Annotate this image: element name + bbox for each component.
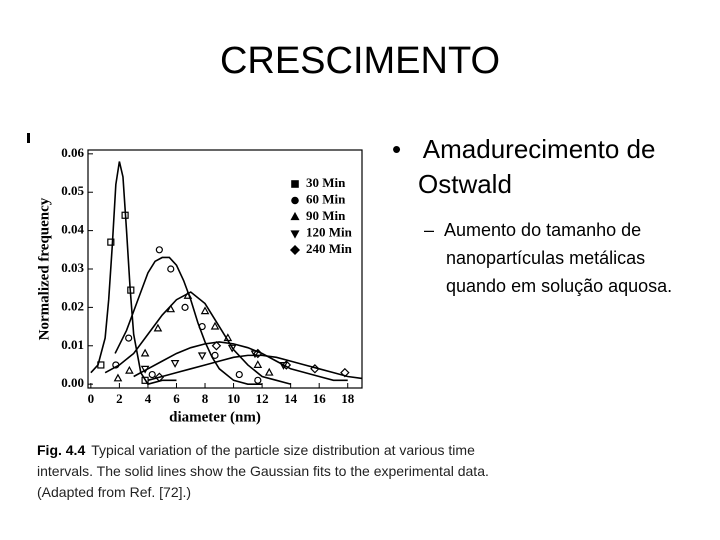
fit-line [147, 354, 363, 382]
x-tick-label: 2 [116, 391, 123, 406]
legend-marker [290, 211, 300, 221]
x-tick-label: 0 [88, 391, 95, 406]
data-point [166, 304, 176, 313]
legend-marker [291, 180, 299, 188]
y-tick-label: 0.00 [61, 375, 84, 390]
data-point [310, 364, 320, 374]
data-point [235, 370, 243, 379]
data-point [254, 376, 262, 384]
data-point [140, 365, 150, 374]
bullet-text: Amadurecimento de Ostwald [418, 134, 656, 199]
data-point [340, 367, 350, 378]
data-point [127, 286, 135, 294]
fit-line [114, 256, 263, 385]
data-point [281, 360, 292, 370]
data-point [211, 351, 219, 359]
legend-label: 30 Min [306, 175, 346, 190]
data-point [121, 211, 129, 219]
fit-line [90, 161, 177, 386]
data-point [154, 372, 165, 383]
x-tick-label: 6 [173, 391, 180, 406]
data-point [227, 344, 237, 353]
x-tick-label: 8 [202, 391, 209, 406]
data-point [253, 360, 263, 368]
fit-line [133, 341, 348, 382]
data-point [113, 373, 123, 382]
x-tick-label: 4 [145, 391, 152, 406]
data-point [125, 334, 133, 342]
legend-label: 120 Min [306, 224, 353, 239]
legend-label: 90 Min [306, 208, 346, 223]
x-tick-label: 18 [341, 391, 355, 406]
data-point [155, 246, 163, 254]
data-point [181, 303, 189, 311]
y-tick-label: 0.03 [61, 260, 84, 275]
data-point [198, 322, 206, 331]
caption-label: Fig. 4.4 [37, 442, 86, 458]
fit-line [104, 291, 291, 385]
caption-text: Typical variation of the particle size d… [37, 442, 489, 500]
data-point [264, 367, 274, 376]
legend-marker [290, 230, 300, 239]
x-tick-label: 12 [256, 391, 269, 406]
data-point [97, 361, 105, 369]
y-axis-label: Normalized frequency [36, 197, 52, 340]
figure-caption: Fig. 4.4 Typical variation of the particl… [37, 440, 507, 503]
chart: 0.00 0.01 0.02 0.03 0.04 0.05 0.06 0 2 4 6 8 10 12 14 1… [36, 145, 363, 425]
bullet-symbol: • [392, 134, 423, 164]
legend-label: 240 Min [306, 241, 353, 256]
data-point [200, 306, 210, 315]
legend-marker [291, 196, 299, 205]
data-point [148, 370, 156, 379]
data-point [167, 265, 175, 273]
slide-title: CRESCIMENTO [219, 40, 501, 82]
data-point [153, 323, 163, 332]
data-point [197, 352, 207, 361]
legend-label: 60 Min [306, 191, 346, 206]
sub-bullet: – Aumento do tamanho de nanopartículas m… [424, 216, 692, 300]
artifact [27, 133, 30, 143]
data-point [125, 365, 134, 374]
data-point [279, 361, 288, 370]
x-tick-label: 10 [227, 391, 240, 406]
bullet-list: • Amadurecimento de Ostwald – Aumento do… [392, 132, 692, 300]
data-point [253, 348, 263, 359]
data-point [140, 348, 150, 357]
bullet-symbol: – [424, 220, 445, 240]
data-point [183, 291, 193, 299]
data-point [250, 350, 260, 359]
sub-bullet-text: Aumento do tamanho de nanopartículas met… [444, 220, 673, 296]
x-tick-label: 14 [284, 391, 298, 406]
y-tick-label: 0.04 [61, 222, 84, 237]
y-tick-label: 0.01 [61, 337, 84, 352]
data-point [210, 321, 220, 330]
data-point [107, 238, 115, 246]
y-tick-label: 0.06 [61, 145, 84, 160]
data-point [211, 341, 222, 351]
legend-marker [289, 244, 301, 256]
y-tick-label: 0.02 [61, 298, 84, 313]
y-tick-label: 0.05 [61, 183, 84, 198]
data-point [170, 360, 180, 368]
data-point [223, 333, 233, 342]
x-axis-label: diameter (nm) [169, 409, 261, 425]
x-tick-label: 16 [313, 391, 327, 406]
bullet: • Amadurecimento de Ostwald [392, 132, 692, 202]
